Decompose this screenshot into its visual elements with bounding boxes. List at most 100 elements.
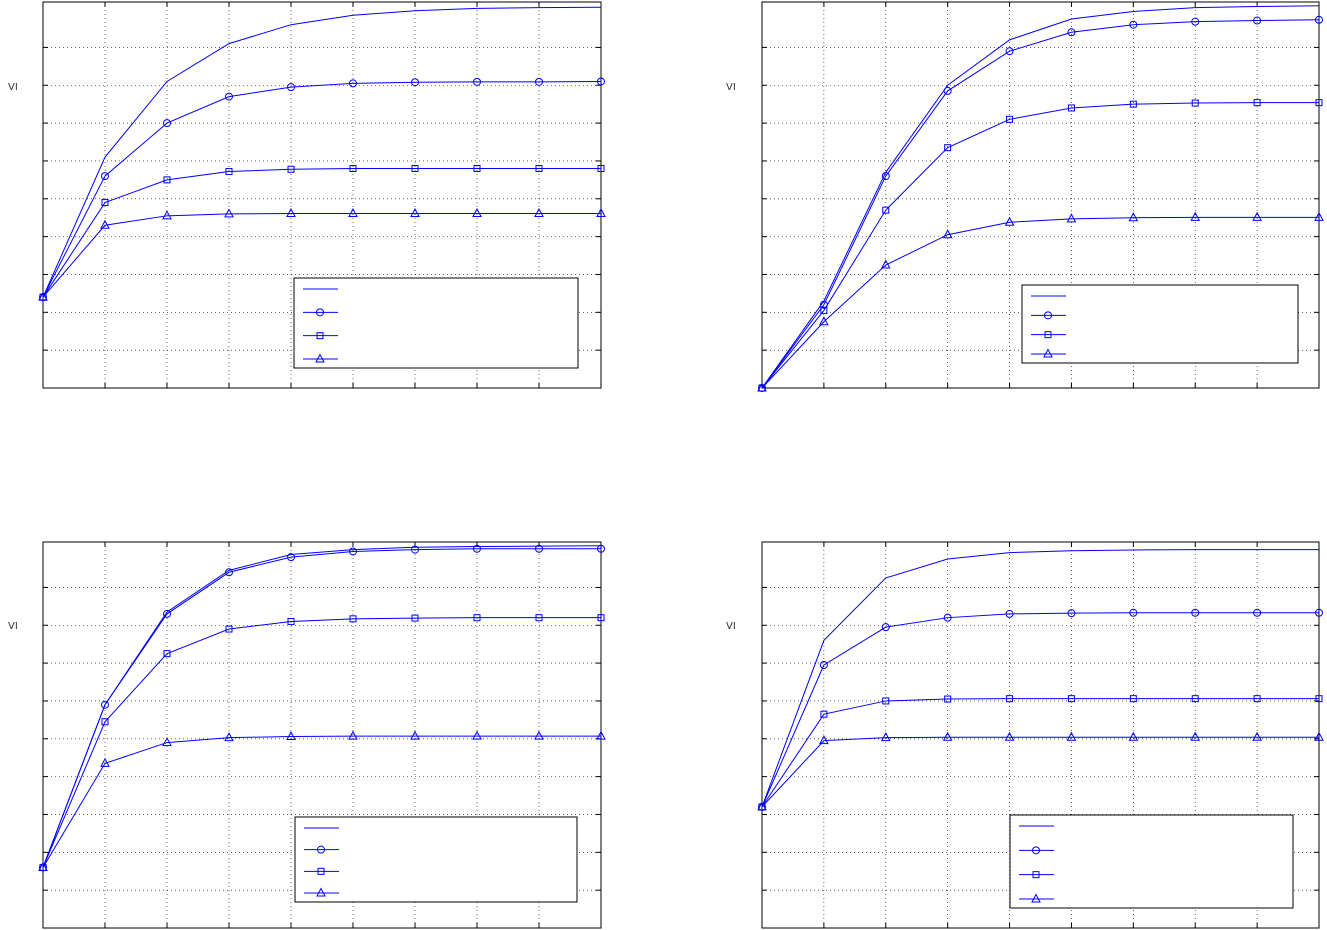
y-axis-label: VI [726, 621, 736, 632]
square-marker [1253, 695, 1261, 703]
legend [294, 816, 578, 903]
legend-entry-square [303, 332, 338, 340]
square-marker [944, 695, 952, 703]
square-marker [287, 165, 295, 173]
triangle-marker [1252, 731, 1262, 741]
circle-marker [597, 544, 605, 553]
series-none [761, 549, 1319, 808]
series-line [761, 612, 1319, 808]
series-line [761, 549, 1319, 808]
circle-marker [535, 77, 543, 86]
circle-marker [1315, 608, 1323, 617]
triangle-marker [348, 730, 358, 740]
triangle-marker [316, 887, 326, 897]
legend-entry-square [1019, 871, 1054, 879]
series-line [761, 19, 1320, 389]
triangle-marker [596, 207, 606, 218]
circle-marker [1253, 16, 1262, 25]
series-line [42, 548, 601, 868]
square-marker [225, 625, 233, 633]
triangle-marker [100, 757, 110, 767]
triangle-marker [757, 801, 767, 811]
legend-entry-square [304, 867, 339, 875]
triangle-marker [819, 316, 829, 326]
triangle-marker [534, 207, 544, 218]
circle-marker [1067, 609, 1076, 618]
square-marker [316, 332, 324, 340]
square-marker [1067, 104, 1075, 112]
series-line [761, 102, 1319, 389]
triangle-marker [410, 730, 420, 740]
subplot-top-left: VI [8, 1, 606, 389]
square-marker [882, 697, 890, 705]
circle-marker [473, 544, 481, 553]
circle-marker [163, 119, 171, 128]
triangle-marker [942, 229, 953, 239]
series-circle [39, 77, 605, 302]
series-triangle [757, 211, 1324, 392]
triangle-marker [1004, 731, 1015, 741]
circle-marker [1032, 846, 1040, 855]
triangle-marker [1190, 731, 1201, 741]
square-marker [535, 614, 543, 622]
triangle-marker [472, 207, 482, 218]
triangle-marker [1066, 731, 1077, 741]
square-marker [1044, 331, 1052, 339]
plot-area [38, 541, 606, 929]
triangle-marker [1128, 731, 1139, 741]
circle-marker [597, 77, 605, 86]
y-axis-label: VI [726, 82, 736, 93]
legend-entry-circle [304, 845, 339, 854]
square-marker [882, 206, 890, 214]
triangle-marker [224, 208, 234, 218]
circle-marker [535, 544, 543, 553]
square-marker [1129, 695, 1137, 703]
legend-entry-square [1031, 331, 1066, 339]
triangle-marker [38, 861, 48, 871]
circle-marker [1191, 608, 1200, 617]
square-marker [349, 165, 357, 173]
subplot-bottom-left: VI [8, 541, 606, 929]
triangle-marker [1066, 213, 1077, 223]
square-marker [317, 867, 325, 875]
axes-frame [761, 1, 1320, 389]
square-marker [1006, 115, 1014, 123]
circle-marker [943, 613, 952, 622]
circle-marker [1191, 17, 1200, 26]
triangle-marker [100, 219, 110, 229]
triangle-marker [880, 259, 891, 269]
legend-box [1009, 814, 1294, 909]
square-marker [411, 165, 419, 173]
series-square [39, 614, 605, 871]
y-axis-label: VI [8, 621, 18, 632]
circle-marker [819, 660, 828, 669]
legend-box [1021, 284, 1299, 364]
circle-marker [1315, 15, 1323, 24]
circle-marker [473, 77, 481, 86]
triangle-marker [348, 207, 358, 218]
circle-marker [1005, 609, 1014, 618]
triangle-marker [472, 730, 482, 740]
square-marker [820, 710, 828, 718]
triangle-marker [315, 353, 325, 363]
legend-box [294, 816, 578, 903]
square-marker [944, 144, 952, 152]
legend-entry-triangle [303, 353, 338, 363]
circle-marker [316, 308, 324, 317]
series-line [42, 213, 601, 298]
circle-marker [1044, 311, 1052, 320]
plot-area [757, 541, 1324, 929]
square-marker [1006, 695, 1014, 703]
series-triangle [38, 207, 606, 301]
square-marker [1129, 100, 1137, 108]
triangle-marker [1190, 211, 1201, 221]
triangle-marker [534, 730, 544, 740]
legend [1021, 284, 1299, 364]
triangle-marker [410, 207, 420, 218]
triangle-marker [596, 730, 606, 740]
triangle-marker [38, 291, 48, 301]
axes-frame [761, 541, 1320, 929]
triangle-marker [819, 735, 829, 745]
triangle-marker [162, 737, 172, 747]
